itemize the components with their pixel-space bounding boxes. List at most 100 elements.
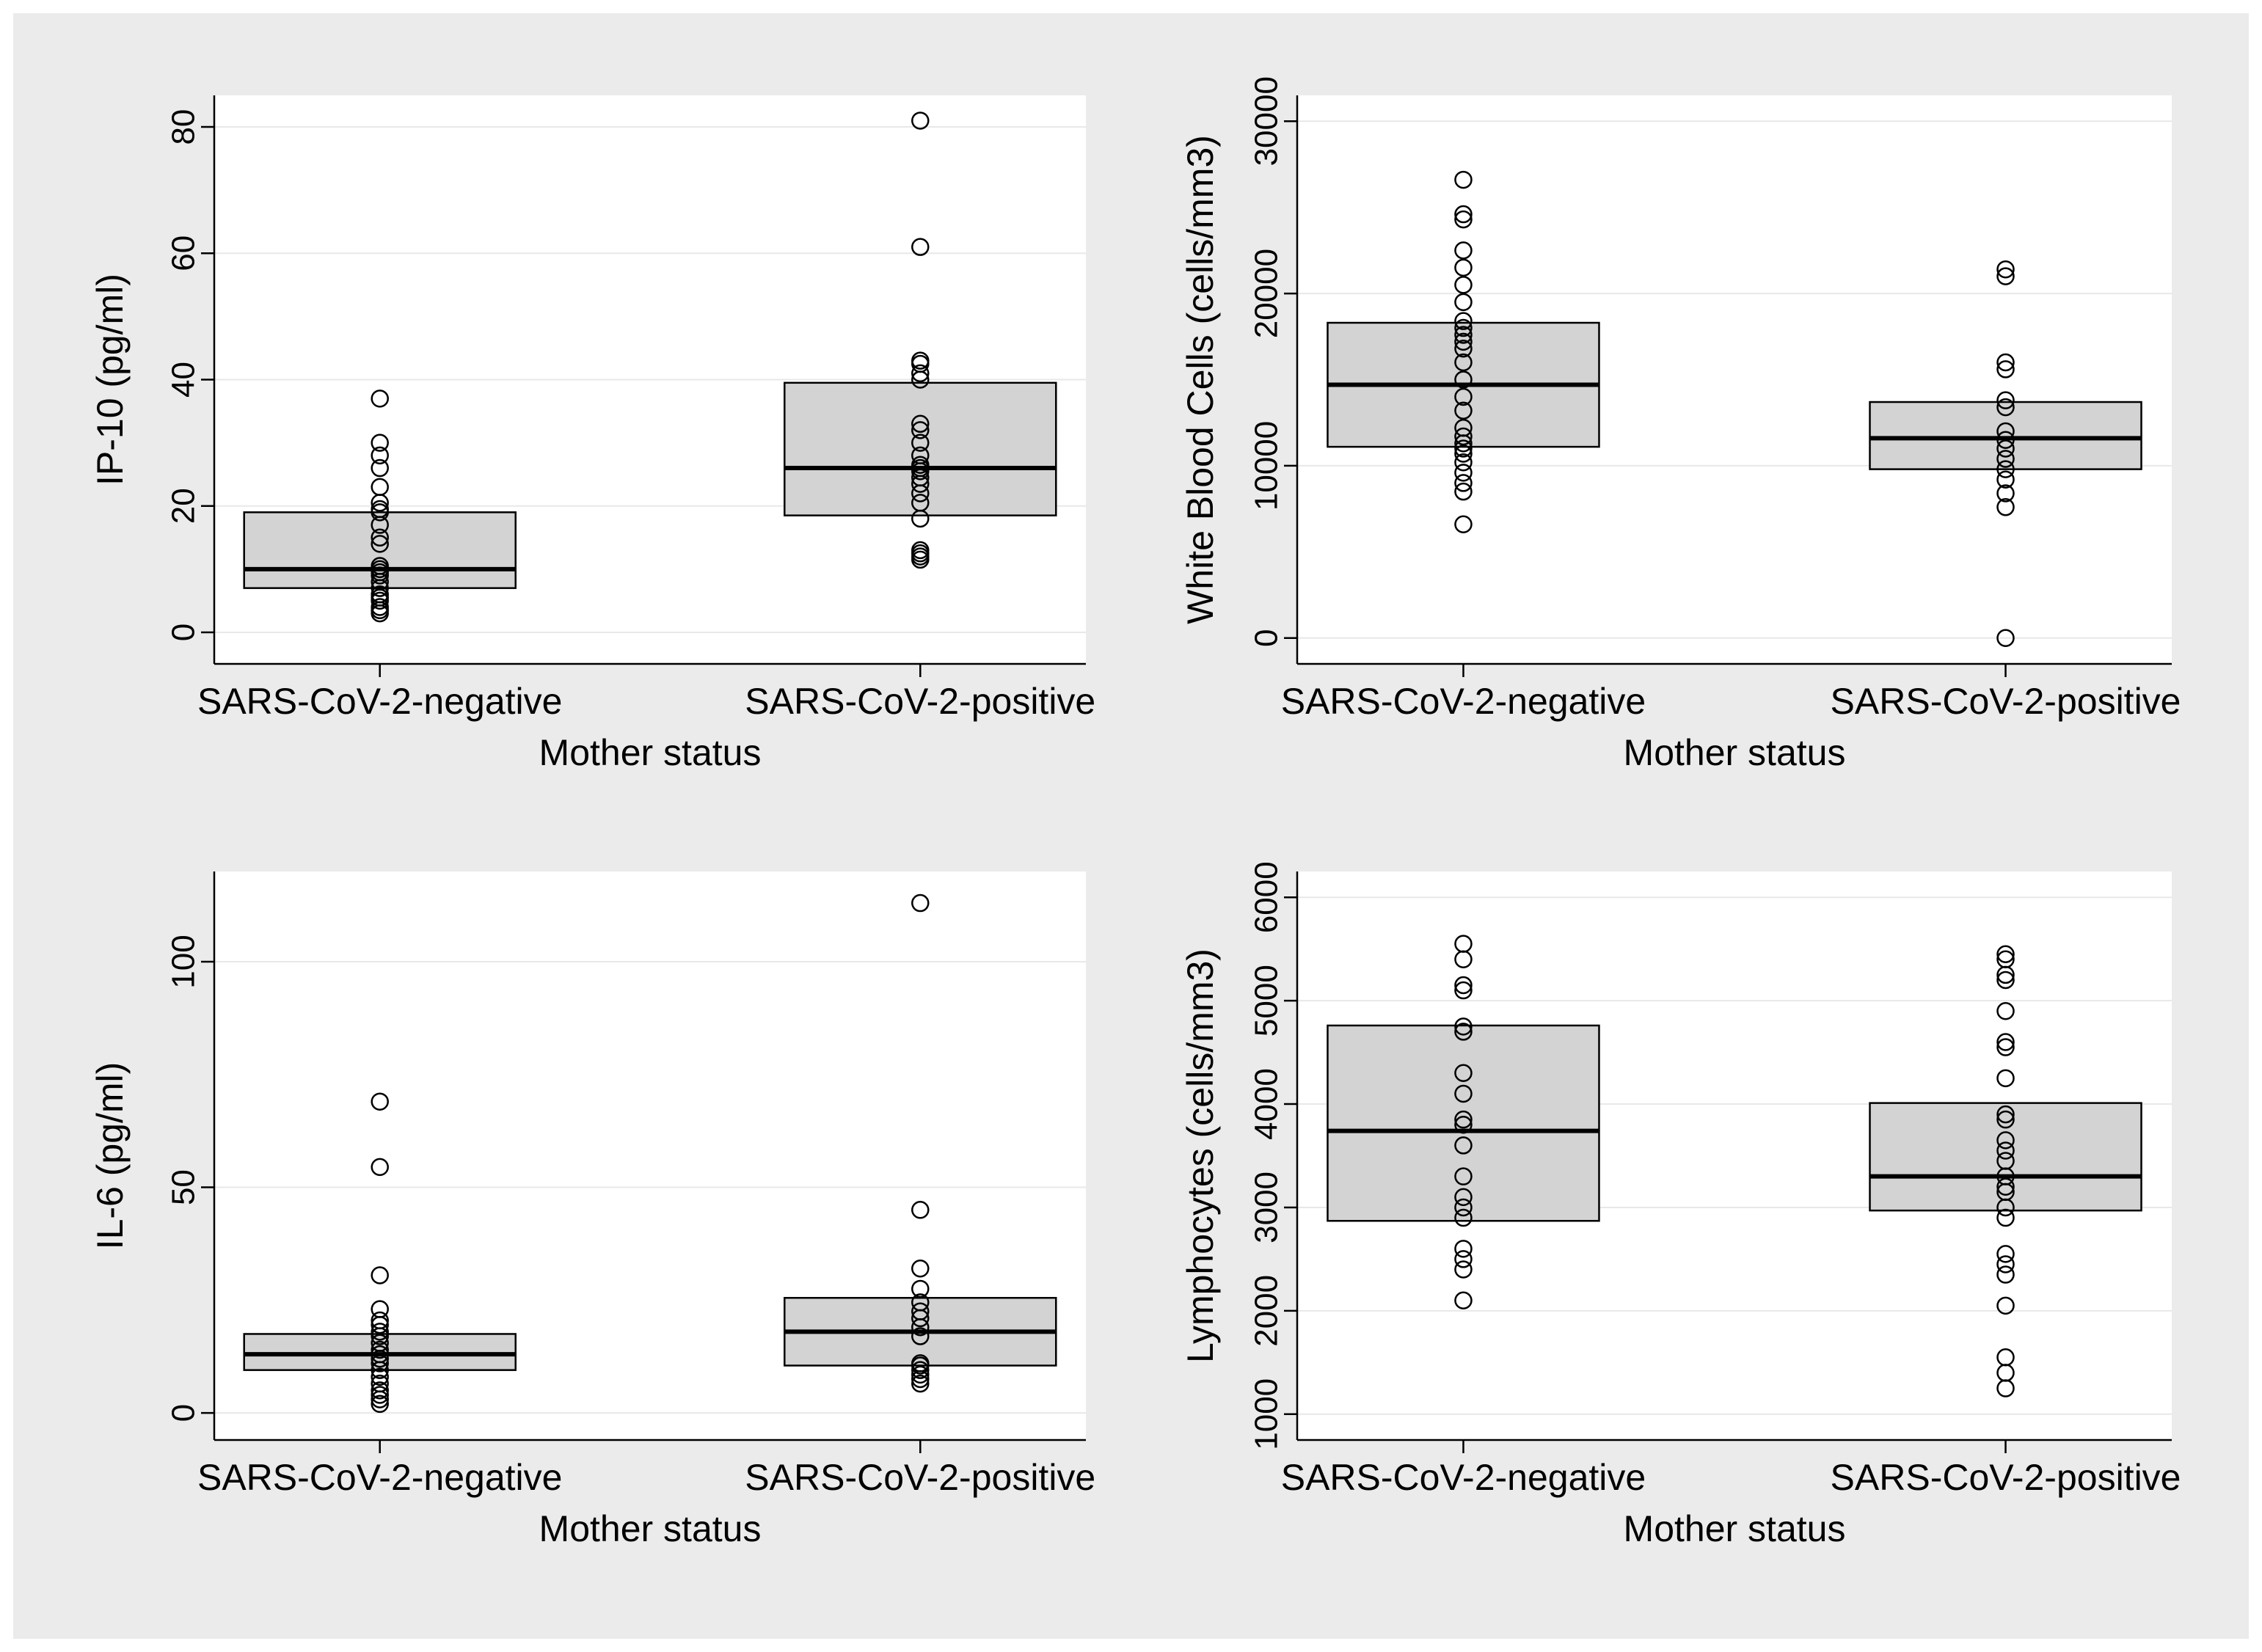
data-point	[1996, 1141, 2015, 1160]
data-point	[371, 1323, 389, 1341]
data-point	[1454, 339, 1473, 358]
data-point	[1996, 439, 2015, 458]
data-point	[1996, 1177, 2015, 1196]
data-point	[1454, 427, 1473, 446]
data-point	[911, 1327, 930, 1345]
data-point	[371, 390, 389, 408]
category-label: SARS-CoV-2-negative	[197, 1457, 562, 1498]
data-point	[911, 414, 930, 434]
data-point	[911, 364, 930, 383]
data-point	[1454, 1198, 1473, 1217]
data-point	[1996, 945, 2015, 963]
data-point	[371, 1386, 389, 1404]
data-point	[1996, 260, 2015, 279]
data-point	[371, 585, 389, 604]
data-point	[1996, 1208, 2015, 1227]
data-point	[371, 1354, 389, 1373]
data-point	[1996, 1152, 2015, 1170]
panel-ip10: 0 20 40 60 80 SARS-CoV-2-negative SARS-CoV-2-p…	[90, 95, 1095, 773]
y-tick-label: 1000	[1249, 1378, 1285, 1450]
data-point	[371, 1345, 389, 1364]
data-point	[911, 446, 930, 465]
data-point	[911, 1293, 930, 1312]
data-point	[371, 528, 389, 547]
y-tick-label: 5000	[1249, 965, 1285, 1037]
data-point	[911, 1201, 930, 1219]
data-point	[1454, 293, 1473, 312]
y-tick-label: 40	[166, 362, 202, 398]
data-point	[1454, 419, 1473, 437]
data-point	[371, 1367, 389, 1386]
data-point	[1454, 205, 1473, 224]
data-point	[1996, 431, 2015, 449]
data-point	[1454, 1017, 1473, 1036]
data-point	[1454, 1023, 1473, 1041]
data-point	[1996, 1110, 2015, 1129]
data-point	[1454, 1167, 1473, 1185]
y-tick-label: 0	[166, 624, 202, 641]
data-point	[1454, 1291, 1473, 1310]
data-point	[1996, 629, 2015, 648]
data-point	[1996, 267, 2015, 285]
y-axis-title: Lymphocytes (cells/mm3)	[1180, 949, 1221, 1363]
y-tick-label: 10000	[1249, 421, 1285, 511]
category-label: SARS-CoV-2-positive	[1831, 1457, 2181, 1498]
data-point	[1454, 445, 1473, 463]
data-point	[371, 1092, 389, 1111]
data-point	[1454, 453, 1473, 472]
data-point	[1996, 1069, 2015, 1088]
y-tick-label: 0	[1249, 629, 1285, 647]
data-point	[371, 1381, 389, 1400]
data-point	[911, 893, 930, 913]
category-label: SARS-CoV-2-negative	[197, 681, 562, 722]
data-point	[1996, 1265, 2015, 1284]
data-point	[371, 557, 389, 575]
y-tick-label: 100	[166, 935, 202, 988]
data-point	[1454, 258, 1473, 277]
data-point	[911, 1374, 930, 1393]
data-point	[1454, 370, 1473, 389]
x-axis-title: Mother status	[539, 732, 762, 773]
category-label: SARS-CoV-2-negative	[1281, 681, 1646, 722]
data-point	[1454, 170, 1473, 189]
data-point	[911, 541, 930, 560]
data-point	[911, 1361, 930, 1379]
data-point	[1454, 1110, 1473, 1129]
data-point	[1996, 971, 2015, 990]
data-point	[1454, 318, 1473, 337]
box-positive	[784, 381, 1057, 516]
data-point	[911, 1302, 930, 1320]
data-point	[371, 1334, 389, 1353]
y-tick-label: 2000	[1249, 1275, 1285, 1347]
box-positive	[1869, 1102, 2142, 1212]
data-point	[911, 421, 930, 439]
data-point	[911, 1279, 930, 1298]
data-point	[1454, 210, 1473, 229]
data-point	[1454, 332, 1473, 351]
data-point	[1996, 398, 2015, 417]
y-tick-label: 0	[166, 1404, 202, 1422]
data-point	[371, 535, 389, 553]
data-point	[1996, 1038, 2015, 1056]
data-point	[1996, 950, 2015, 969]
data-point	[911, 1260, 930, 1278]
data-point	[1454, 981, 1473, 1000]
box-negative	[243, 511, 517, 589]
data-point	[1454, 401, 1473, 420]
data-point	[1454, 1208, 1473, 1227]
data-point	[1996, 1348, 2015, 1367]
data-point	[1454, 474, 1473, 492]
data-point	[1996, 360, 2015, 379]
data-point	[1996, 470, 2015, 489]
data-point	[371, 1340, 389, 1359]
data-point	[1996, 450, 2015, 468]
data-point	[1454, 276, 1473, 294]
data-point	[911, 456, 930, 474]
y-tick-label: 50	[166, 1169, 202, 1205]
data-point	[1996, 1033, 2015, 1051]
data-point	[1454, 1084, 1473, 1103]
y-tick-label: 6000	[1249, 861, 1285, 933]
data-point	[1454, 515, 1473, 534]
